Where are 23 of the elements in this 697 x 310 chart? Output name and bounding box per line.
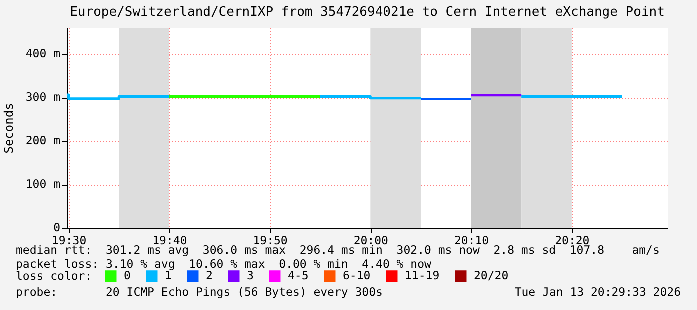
- legend-label: 6-10: [343, 268, 371, 282]
- y-tick-label: 200 m: [26, 134, 61, 148]
- text: Tue Jan 13 20:29:33 2026: [514, 285, 681, 299]
- y-tick-label: 0: [54, 220, 61, 234]
- x-tick-label: 19:50: [253, 234, 288, 248]
- legend-title: loss color:: [16, 269, 92, 283]
- x-tick-label: 20:00: [354, 234, 389, 248]
- legend-label: 2: [206, 268, 213, 282]
- text: packet loss: 3.10 % avg 10.60 % max 0.00 % min 4.40 % now: [16, 257, 432, 271]
- y-tick-label: 100 m: [26, 177, 61, 192]
- legend-label: 20/20: [474, 268, 509, 282]
- x-tick-label: 20:10: [454, 234, 490, 248]
- legend-label: 0: [124, 268, 131, 282]
- y-axis-title: Seconds: [2, 103, 16, 154]
- legend-label: 11-19: [405, 268, 440, 282]
- legend-label: 4-5: [288, 268, 309, 282]
- y-tick-label: 400 m: [26, 46, 61, 61]
- text: probe: 20 ICMP Echo Pings (56 Bytes) every 300s: [16, 285, 383, 299]
- legend-label: 3: [247, 268, 254, 282]
- y-tick-label: 300 m: [26, 90, 61, 104]
- x-tick-label: 19:40: [152, 234, 188, 248]
- chart-title: Europe/Switzerland/CernIXP from 35472694021e to Cern Internet eXchange Point: [70, 5, 665, 20]
- legend-label: 1: [165, 268, 172, 282]
